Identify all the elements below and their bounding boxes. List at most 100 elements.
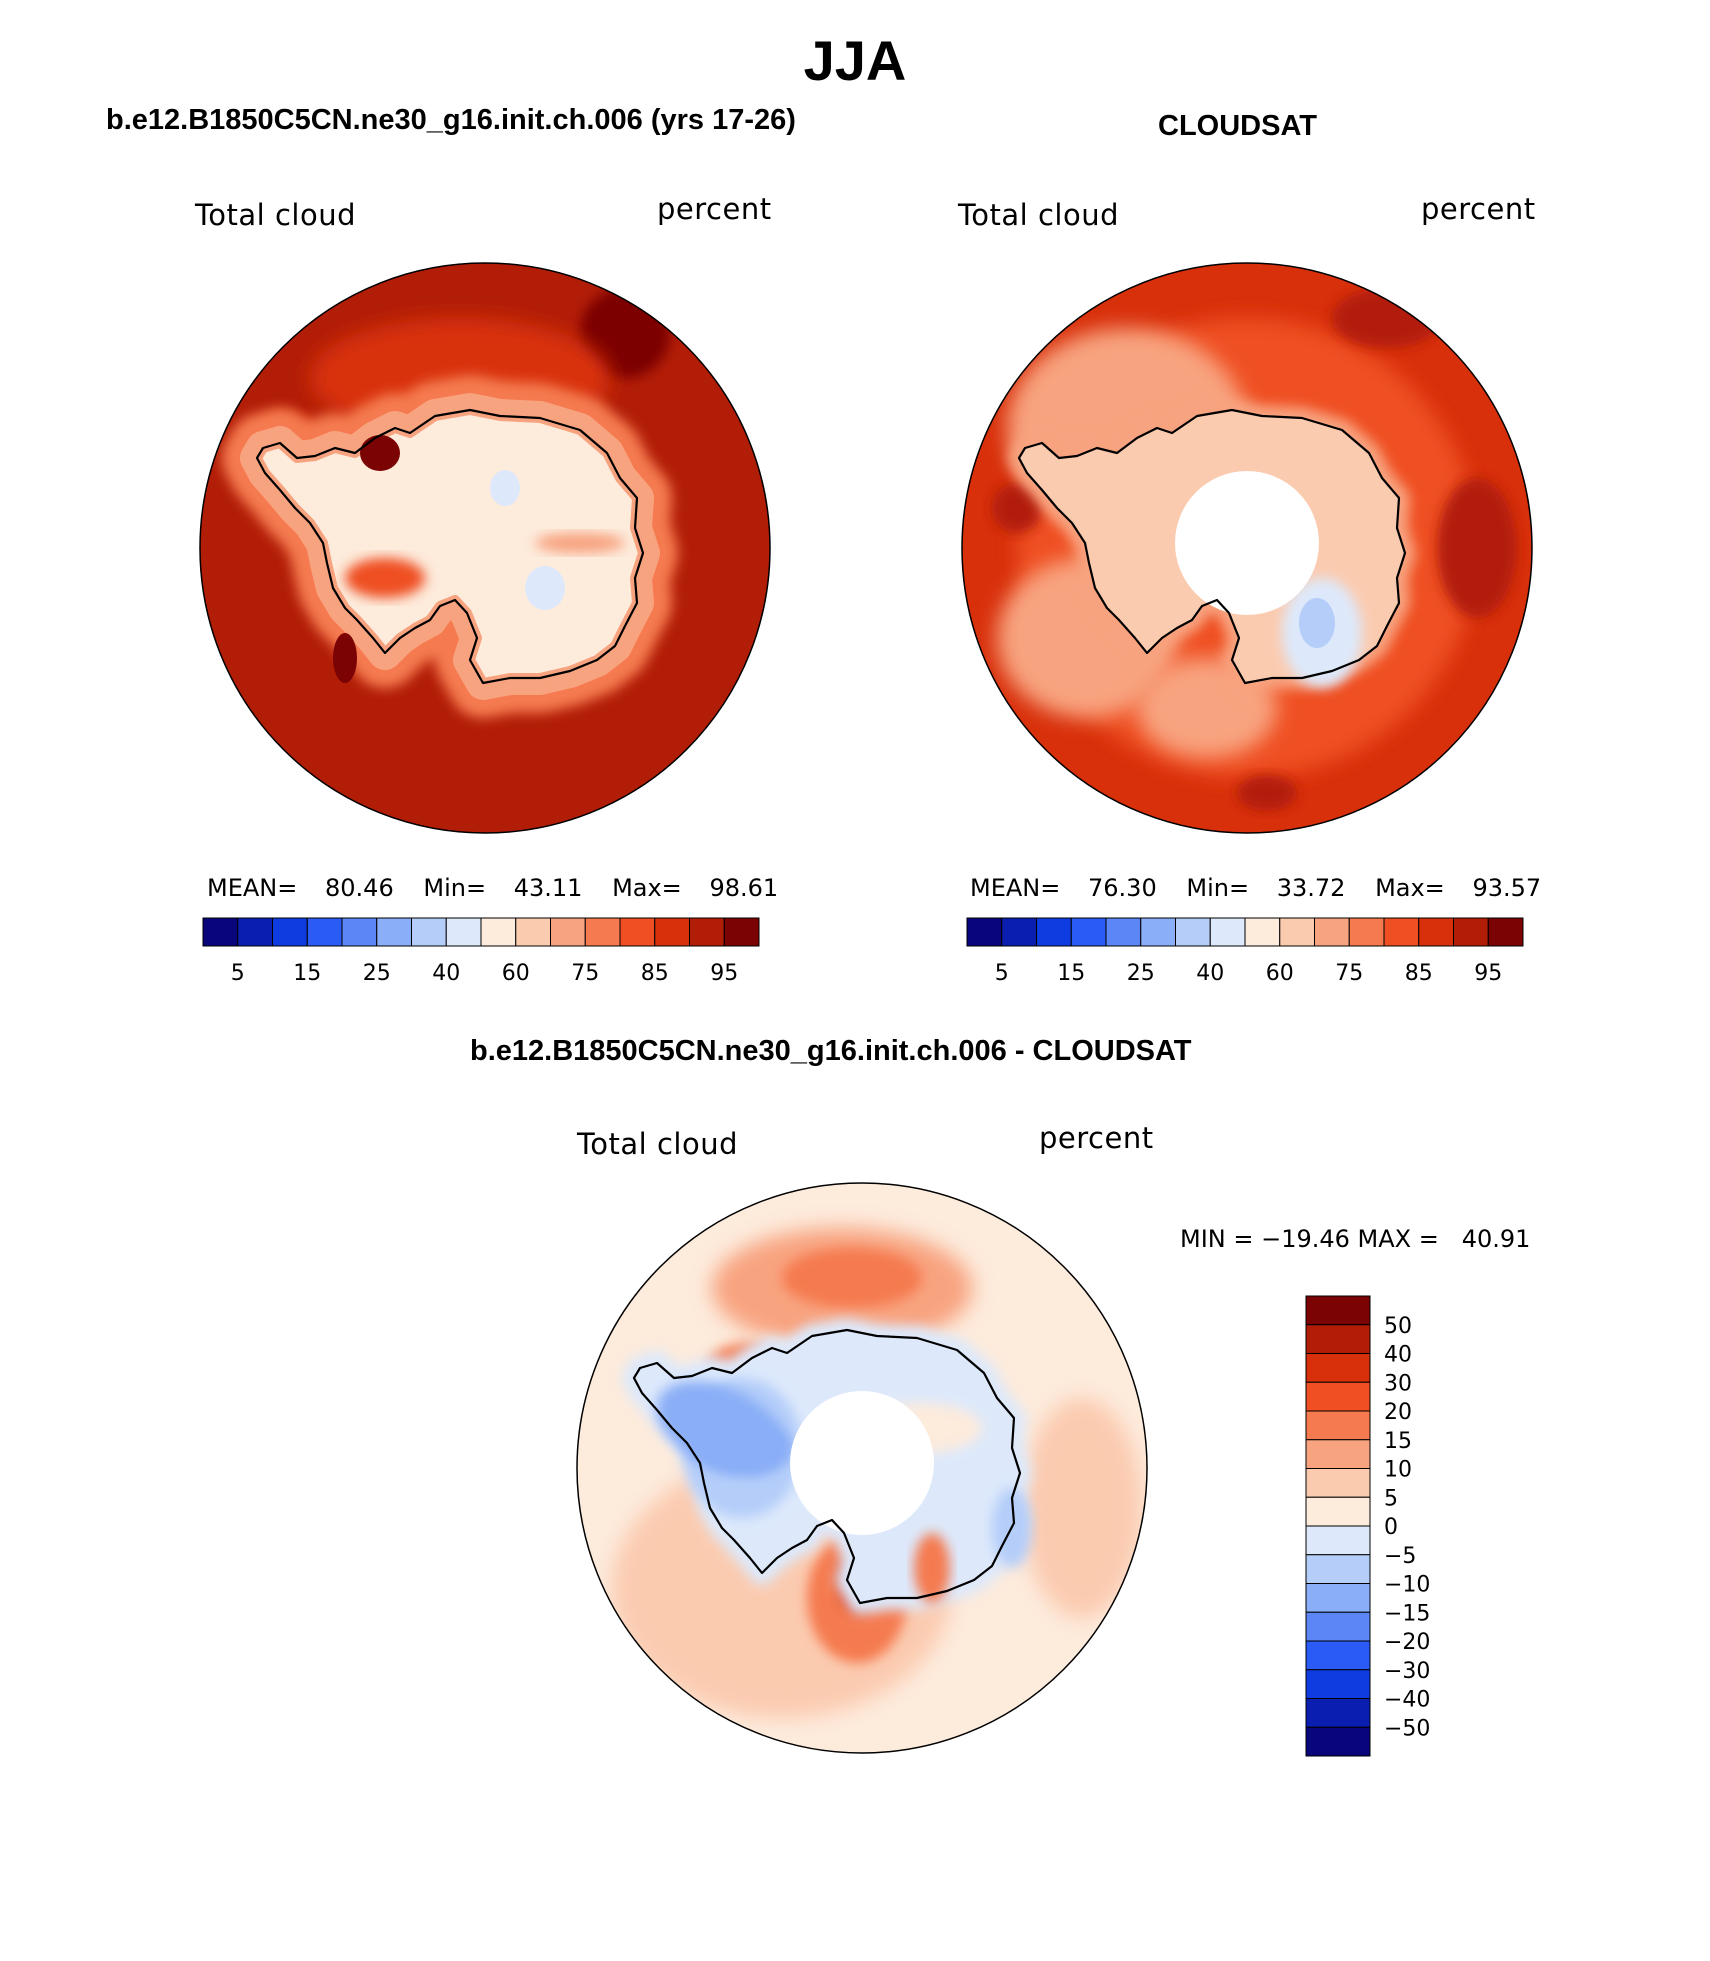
- colorbar-swatch: [1001, 917, 1037, 947]
- colorbar-tick-label: 5: [995, 961, 1009, 986]
- obs-variable-label: Total cloud: [958, 198, 1119, 232]
- colorbar-swatch: [1305, 1410, 1371, 1441]
- diff-min-max: MIN = −19.46 MAX = 40.91: [1180, 1225, 1531, 1253]
- colorbar-tick-label: 75: [571, 961, 599, 986]
- obs-max-label: Max=: [1375, 874, 1445, 902]
- colorbar-swatch: [1175, 917, 1211, 947]
- colorbar-swatch: [1105, 917, 1142, 947]
- colorbar-tick-label: 15: [1384, 1429, 1412, 1454]
- model-max-label: Max=: [612, 874, 682, 902]
- antarctica-coastline: [632, 1328, 1022, 1605]
- colorbar-swatch: [1418, 917, 1454, 947]
- colorbar-tick-label: 15: [1057, 961, 1085, 986]
- colorbar-swatch: [1070, 917, 1107, 947]
- colorbar-swatch: [341, 917, 378, 947]
- colorbar-tick-label: 25: [1127, 961, 1155, 986]
- colorbar-swatch: [1279, 917, 1315, 947]
- obs-max-value: 93.57: [1472, 874, 1542, 902]
- diff-variable-label: Total cloud: [577, 1127, 738, 1161]
- colorbar-tick-label: −5: [1384, 1544, 1416, 1569]
- colorbar-tick-label: 95: [1474, 961, 1502, 986]
- colorbar-tick-label: 75: [1335, 961, 1363, 986]
- model-stats: MEAN= 80.46 Min= 43.11 Max= 98.61: [207, 874, 778, 902]
- antarctica-coastline: [1017, 408, 1407, 685]
- colorbar-swatch: [966, 917, 1003, 947]
- colorbar-swatch: [1305, 1669, 1371, 1699]
- colorbar-swatch: [1244, 917, 1281, 947]
- colorbar-tick-label: −50: [1384, 1716, 1430, 1741]
- colorbar-swatch: [1453, 917, 1489, 947]
- colorbar-swatch: [1305, 1583, 1371, 1613]
- colorbar-swatch: [1383, 917, 1420, 947]
- colorbar-swatch: [1036, 917, 1072, 947]
- colorbar-tick-label: 15: [293, 961, 321, 986]
- colorbar-swatch: [445, 917, 482, 947]
- colorbar-tick-label: 60: [1266, 961, 1294, 986]
- obs-min-value: 33.72: [1276, 874, 1346, 902]
- diff-map: [577, 1183, 1147, 1753]
- map-boundary-circle: [199, 262, 771, 834]
- obs-min-label: Min=: [1186, 874, 1250, 902]
- colorbar-swatch: [272, 917, 308, 947]
- colorbar-tick-label: 85: [641, 961, 669, 986]
- obs-panel-title: CLOUDSAT: [1158, 110, 1317, 142]
- colorbar-swatch: [1305, 1353, 1371, 1383]
- model-mean-label: MEAN=: [207, 874, 298, 902]
- diff-panel-title: b.e12.B1850C5CN.ne30_g16.init.ch.006 - C…: [470, 1035, 1192, 1067]
- model-mean-value: 80.46: [325, 874, 394, 902]
- colorbar-tick-label: 95: [710, 961, 738, 986]
- colorbar-tick-label: 5: [231, 961, 245, 986]
- colorbar-tick-label: −10: [1384, 1573, 1430, 1598]
- colorbar-swatch: [550, 917, 586, 947]
- colorbar-swatch: [1314, 917, 1350, 947]
- colorbar-swatch: [689, 917, 725, 947]
- colorbar-tick-label: 10: [1384, 1458, 1412, 1483]
- obs-mean-value: 76.30: [1088, 874, 1157, 902]
- colorbar-swatch: [237, 917, 273, 947]
- colorbar-swatch: [1305, 1726, 1371, 1757]
- map-outlines: [199, 262, 1533, 1754]
- colorbar-swatch: [1305, 1554, 1371, 1584]
- colorbar-tick-label: −40: [1384, 1688, 1430, 1713]
- colorbar-swatch: [1348, 917, 1385, 947]
- colorbar-swatch: [411, 917, 447, 947]
- model-units-label: percent: [657, 192, 772, 226]
- colorbar-tick-label: 20: [1384, 1400, 1412, 1425]
- colorbar-swatch: [306, 917, 343, 947]
- colorbar-tick-label: −20: [1384, 1630, 1430, 1655]
- colorbar-swatch: [619, 917, 656, 947]
- colorbar-swatch: [1305, 1439, 1371, 1469]
- colorbar-swatch: [1487, 917, 1524, 947]
- colorbar-swatch: [1140, 917, 1176, 947]
- colorbar-swatch: [654, 917, 690, 947]
- colorbar-tick-label: 5: [1384, 1486, 1398, 1511]
- obs-units-label: percent: [1421, 192, 1536, 226]
- model-variable-label: Total cloud: [195, 198, 356, 232]
- antarctica-coastline: [255, 408, 645, 685]
- obs-stats: MEAN= 76.30 Min= 33.72 Max= 93.57: [970, 874, 1541, 902]
- model-map: [200, 263, 770, 833]
- colorbar-swatch: [1305, 1611, 1371, 1642]
- obs-mean-label: MEAN=: [970, 874, 1061, 902]
- colorbar-swatch: [376, 917, 412, 947]
- model-min-value: 43.11: [513, 874, 583, 902]
- colorbar-swatch: [1305, 1468, 1371, 1498]
- colorbar-tick-label: −15: [1384, 1601, 1430, 1626]
- colorbar-swatch: [1209, 917, 1246, 947]
- map-boundary-circle: [961, 262, 1533, 834]
- colorbar-swatch: [480, 917, 517, 947]
- colorbar-swatch: [584, 917, 621, 947]
- colorbar-tick-label: 40: [1196, 961, 1224, 986]
- colorbar-tick-label: 60: [502, 961, 530, 986]
- colorbar-swatch: [515, 917, 551, 947]
- model-panel-title: b.e12.B1850C5CN.ne30_g16.init.ch.006 (yr…: [106, 104, 796, 136]
- colorbar-tick-label: 40: [432, 961, 460, 986]
- colorbar-tick-label: 30: [1384, 1371, 1412, 1396]
- antarctica-coastlines: [255, 408, 1407, 1605]
- diff-units-label: percent: [1039, 1121, 1154, 1155]
- figure-title: JJA: [803, 29, 907, 92]
- colorbar-swatch: [1305, 1295, 1371, 1326]
- colorbar-swatch: [1305, 1698, 1371, 1728]
- map-boundary-circle: [576, 1182, 1148, 1754]
